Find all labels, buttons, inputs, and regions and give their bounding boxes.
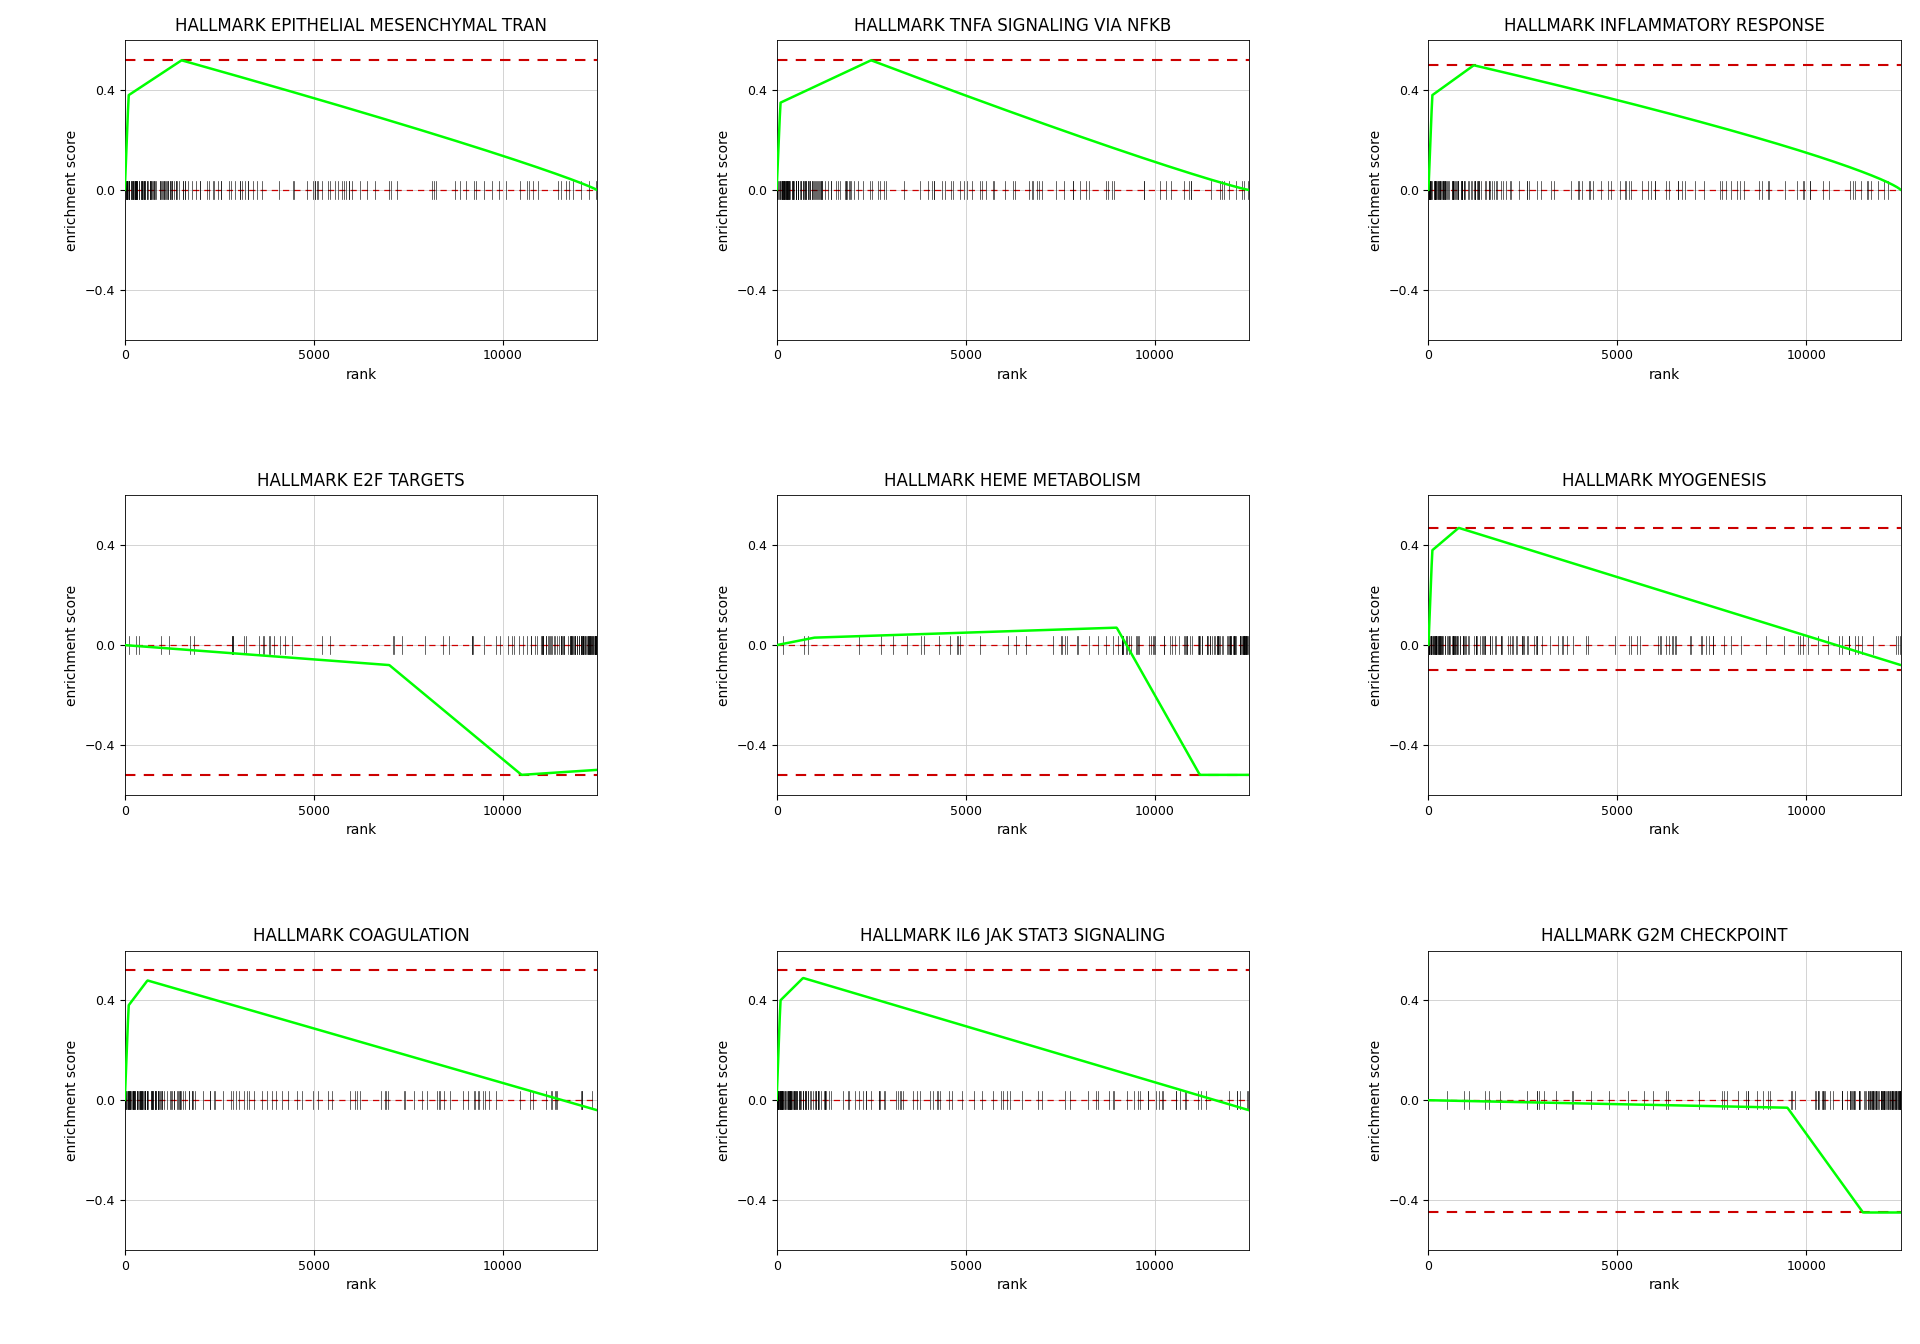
X-axis label: rank: rank [996, 368, 1029, 382]
Y-axis label: enrichment score: enrichment score [65, 1040, 79, 1161]
Title: HALLMARK EPITHELIAL MESENCHYMAL TRAN: HALLMARK EPITHELIAL MESENCHYMAL TRAN [175, 16, 547, 35]
X-axis label: rank: rank [1649, 368, 1680, 382]
Title: HALLMARK COAGULATION: HALLMARK COAGULATION [253, 927, 468, 945]
X-axis label: rank: rank [346, 1278, 376, 1292]
X-axis label: rank: rank [346, 368, 376, 382]
Y-axis label: enrichment score: enrichment score [65, 585, 79, 706]
Y-axis label: enrichment score: enrichment score [65, 129, 79, 250]
X-axis label: rank: rank [996, 1278, 1029, 1292]
Y-axis label: enrichment score: enrichment score [716, 129, 732, 250]
Y-axis label: enrichment score: enrichment score [1369, 129, 1382, 250]
X-axis label: rank: rank [1649, 823, 1680, 837]
Y-axis label: enrichment score: enrichment score [1369, 1040, 1382, 1161]
Title: HALLMARK MYOGENESIS: HALLMARK MYOGENESIS [1563, 472, 1766, 489]
Title: HALLMARK TNFA SIGNALING VIA NFKB: HALLMARK TNFA SIGNALING VIA NFKB [854, 16, 1171, 35]
X-axis label: rank: rank [1649, 1278, 1680, 1292]
Y-axis label: enrichment score: enrichment score [716, 1040, 732, 1161]
Title: HALLMARK E2F TARGETS: HALLMARK E2F TARGETS [257, 472, 465, 489]
X-axis label: rank: rank [346, 823, 376, 837]
Title: HALLMARK IL6 JAK STAT3 SIGNALING: HALLMARK IL6 JAK STAT3 SIGNALING [860, 927, 1165, 945]
Y-axis label: enrichment score: enrichment score [1369, 585, 1382, 706]
Title: HALLMARK G2M CHECKPOINT: HALLMARK G2M CHECKPOINT [1542, 927, 1788, 945]
Title: HALLMARK INFLAMMATORY RESPONSE: HALLMARK INFLAMMATORY RESPONSE [1503, 16, 1826, 35]
Title: HALLMARK HEME METABOLISM: HALLMARK HEME METABOLISM [885, 472, 1140, 489]
X-axis label: rank: rank [996, 823, 1029, 837]
Y-axis label: enrichment score: enrichment score [716, 585, 732, 706]
